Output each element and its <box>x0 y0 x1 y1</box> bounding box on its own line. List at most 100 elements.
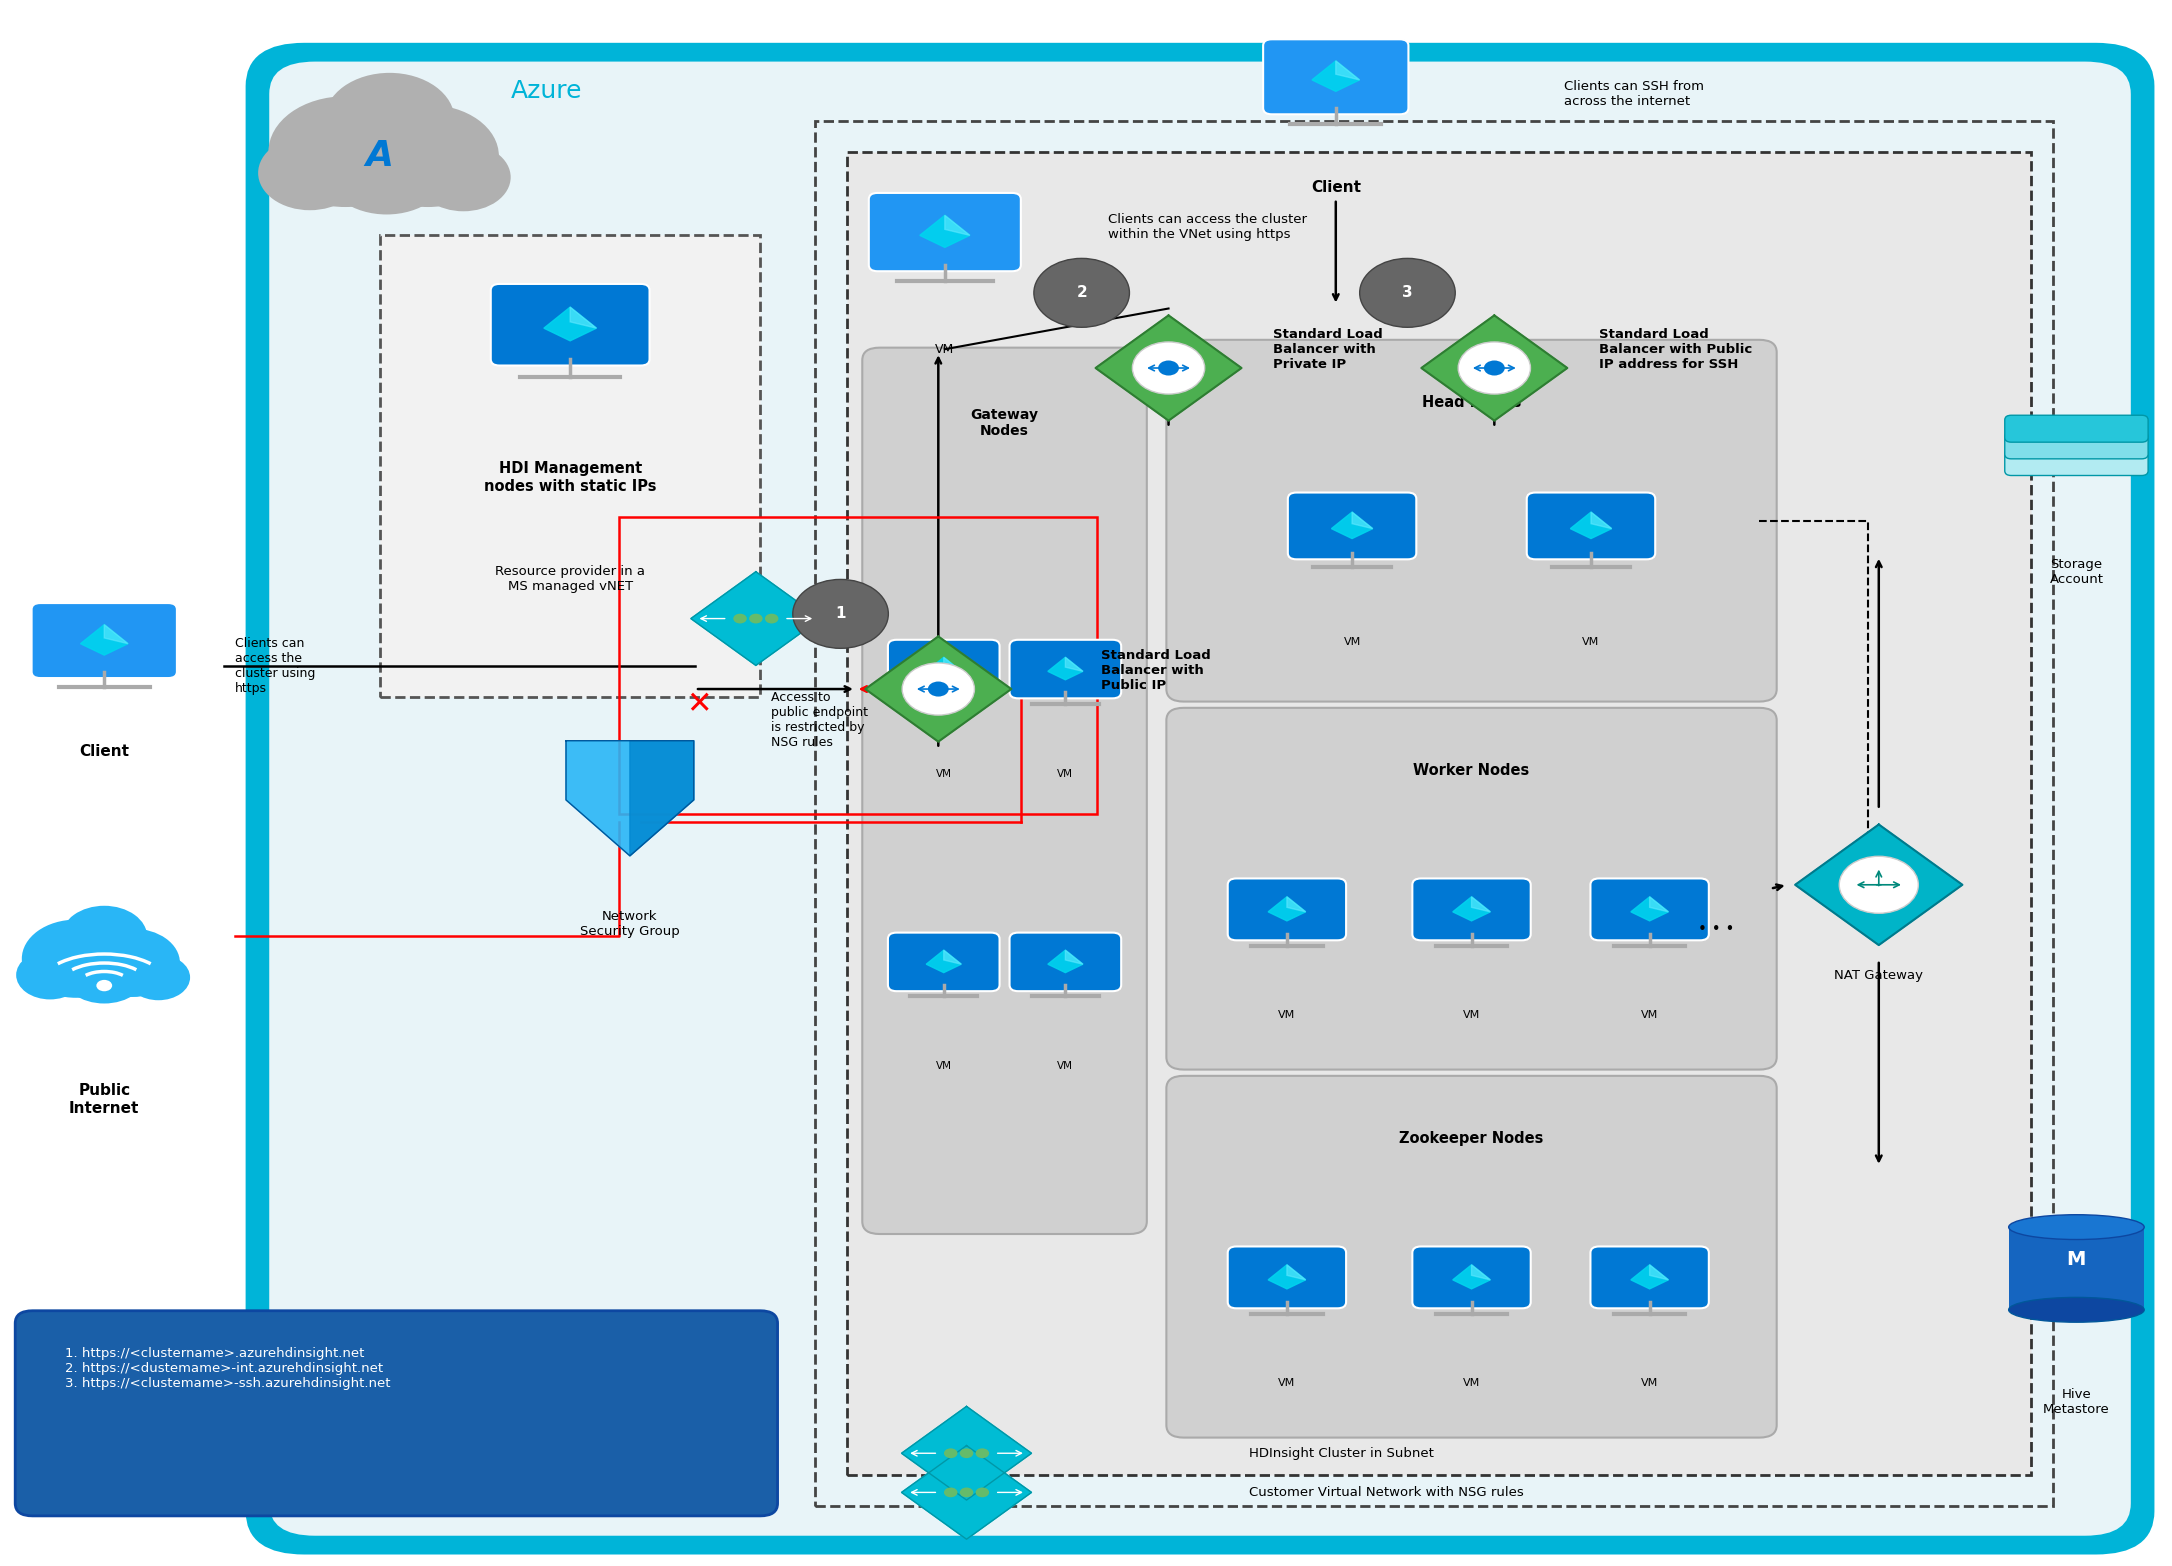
Text: ✕: ✕ <box>686 691 712 719</box>
Text: HDI Management
nodes with static IPs: HDI Management nodes with static IPs <box>484 462 656 493</box>
Text: Access to
public endpoint
is restricted by
NSG rules: Access to public endpoint is restricted … <box>771 691 869 750</box>
Circle shape <box>61 941 148 1004</box>
Text: Gateway
Nodes: Gateway Nodes <box>971 407 1038 438</box>
FancyBboxPatch shape <box>15 1311 778 1516</box>
Bar <box>847 152 2031 1475</box>
Circle shape <box>1457 341 1531 395</box>
FancyBboxPatch shape <box>1166 1076 1777 1438</box>
Circle shape <box>975 1488 988 1497</box>
Circle shape <box>258 136 361 210</box>
Text: VM: VM <box>1279 1378 1295 1387</box>
FancyBboxPatch shape <box>1166 340 1777 702</box>
Text: VM: VM <box>1058 1062 1073 1071</box>
Polygon shape <box>1651 1265 1668 1279</box>
Circle shape <box>793 579 888 648</box>
Polygon shape <box>945 951 962 965</box>
Polygon shape <box>1570 512 1612 539</box>
Circle shape <box>126 955 191 1001</box>
Polygon shape <box>1796 824 1963 944</box>
Text: • • •: • • • <box>1699 922 1733 936</box>
FancyBboxPatch shape <box>491 283 649 365</box>
Polygon shape <box>1336 61 1360 80</box>
Polygon shape <box>630 741 693 855</box>
Polygon shape <box>1473 897 1490 911</box>
Circle shape <box>960 1449 973 1458</box>
Polygon shape <box>925 658 962 680</box>
Text: VM: VM <box>1344 637 1360 647</box>
Text: Standard Load
Balancer with
Private IP: Standard Load Balancer with Private IP <box>1273 327 1384 371</box>
Text: Customer Virtual Network with NSG rules: Customer Virtual Network with NSG rules <box>1249 1486 1523 1499</box>
Polygon shape <box>569 307 597 329</box>
Circle shape <box>901 662 975 716</box>
Polygon shape <box>925 951 962 972</box>
FancyBboxPatch shape <box>888 640 999 698</box>
Polygon shape <box>901 1445 1032 1539</box>
FancyBboxPatch shape <box>1288 493 1416 559</box>
Text: Client: Client <box>1310 180 1362 196</box>
Circle shape <box>1360 258 1455 327</box>
Circle shape <box>324 74 454 166</box>
Polygon shape <box>945 658 962 672</box>
FancyBboxPatch shape <box>1590 1247 1709 1308</box>
Bar <box>619 517 1097 814</box>
Text: Head Nodes: Head Nodes <box>1423 395 1520 410</box>
Text: Public
Internet: Public Internet <box>70 1084 139 1115</box>
Polygon shape <box>1420 315 1568 421</box>
Text: 1. https://<clustername>.azurehdinsight.net
2. https://<dustemame>-int.azurehdin: 1. https://<clustername>.azurehdinsight.… <box>65 1347 391 1389</box>
Polygon shape <box>919 215 971 247</box>
FancyBboxPatch shape <box>1166 708 1777 1070</box>
Text: 1: 1 <box>836 606 845 622</box>
Circle shape <box>15 951 85 999</box>
FancyBboxPatch shape <box>33 603 176 678</box>
Ellipse shape <box>2009 1297 2144 1322</box>
Text: VM: VM <box>1058 769 1073 778</box>
Polygon shape <box>1066 951 1084 965</box>
Polygon shape <box>1268 897 1305 921</box>
Polygon shape <box>901 1406 1032 1500</box>
FancyBboxPatch shape <box>2005 448 2148 476</box>
Text: Network
Security Group: Network Security Group <box>580 910 680 938</box>
Text: VM: VM <box>1642 1010 1657 1019</box>
Text: VM: VM <box>1642 1378 1657 1387</box>
FancyBboxPatch shape <box>1527 493 1655 559</box>
Text: VM: VM <box>1279 1010 1295 1019</box>
Ellipse shape <box>2009 1215 2144 1240</box>
Text: M: M <box>2068 1250 2085 1268</box>
Polygon shape <box>1286 1265 1305 1279</box>
FancyBboxPatch shape <box>888 933 999 991</box>
Text: Hive
Metastore: Hive Metastore <box>2044 1387 2109 1416</box>
FancyBboxPatch shape <box>1590 879 1709 940</box>
Text: VM: VM <box>1583 637 1599 647</box>
Text: Resource provider in a
MS managed vNET: Resource provider in a MS managed vNET <box>495 565 645 594</box>
Bar <box>2009 1228 2144 1309</box>
Circle shape <box>324 125 450 215</box>
Polygon shape <box>945 215 971 235</box>
Polygon shape <box>80 625 128 655</box>
FancyBboxPatch shape <box>1010 640 1121 698</box>
Circle shape <box>749 614 762 623</box>
Polygon shape <box>1268 1265 1305 1289</box>
Circle shape <box>61 905 148 968</box>
Circle shape <box>945 1488 958 1497</box>
Circle shape <box>945 1449 958 1458</box>
Circle shape <box>960 1488 973 1497</box>
Text: VM: VM <box>1464 1378 1479 1387</box>
Bar <box>814 121 2053 1506</box>
Text: 3: 3 <box>1403 285 1412 301</box>
Polygon shape <box>1473 1265 1490 1279</box>
Text: Standard Load
Balancer with Public
IP address for SSH: Standard Load Balancer with Public IP ad… <box>1599 327 1753 371</box>
Text: Clients can SSH from
across the internet: Clients can SSH from across the internet <box>1564 80 1703 108</box>
Polygon shape <box>691 572 821 666</box>
Polygon shape <box>1095 315 1242 421</box>
Polygon shape <box>1351 512 1373 529</box>
Bar <box>380 235 760 697</box>
Circle shape <box>975 1449 988 1458</box>
Polygon shape <box>1066 658 1084 672</box>
Circle shape <box>1840 857 1918 913</box>
Polygon shape <box>1631 1265 1668 1289</box>
Polygon shape <box>1453 897 1490 921</box>
FancyBboxPatch shape <box>869 193 1021 271</box>
Polygon shape <box>1047 951 1084 972</box>
Circle shape <box>1132 341 1205 395</box>
Circle shape <box>765 614 778 623</box>
